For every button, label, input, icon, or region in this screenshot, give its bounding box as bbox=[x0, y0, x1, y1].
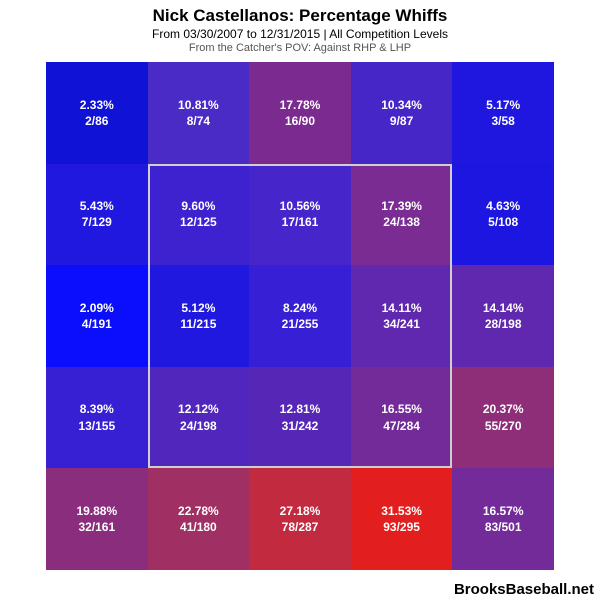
cell-fraction: 17/161 bbox=[282, 214, 319, 230]
cell-fraction: 4/191 bbox=[82, 316, 112, 332]
heatmap-plot-area: 2.33%2/8610.81%8/7417.78%16/9010.34%9/87… bbox=[46, 62, 554, 570]
chart-title: Nick Castellanos: Percentage Whiffs bbox=[0, 6, 600, 26]
cell-fraction: 78/287 bbox=[282, 519, 319, 535]
cell-percentage: 19.88% bbox=[76, 503, 117, 519]
cell-percentage: 12.81% bbox=[280, 401, 321, 417]
cell-fraction: 24/138 bbox=[383, 214, 420, 230]
heatmap-cell: 17.78%16/90 bbox=[249, 62, 351, 164]
cell-fraction: 21/255 bbox=[282, 316, 319, 332]
heatmap-cell: 5.43%7/129 bbox=[46, 164, 148, 266]
heatmap-cell: 2.09%4/191 bbox=[46, 265, 148, 367]
cell-fraction: 5/108 bbox=[488, 214, 518, 230]
cell-fraction: 34/241 bbox=[383, 316, 420, 332]
attribution-label: BrooksBaseball.net bbox=[454, 581, 594, 598]
heatmap-cell: 8.39%13/155 bbox=[46, 367, 148, 469]
cell-fraction: 83/501 bbox=[485, 519, 522, 535]
cell-percentage: 8.24% bbox=[283, 300, 317, 316]
cell-percentage: 14.14% bbox=[483, 300, 524, 316]
cell-percentage: 5.12% bbox=[181, 300, 215, 316]
cell-fraction: 24/198 bbox=[180, 418, 217, 434]
heatmap-cell: 27.18%78/287 bbox=[249, 468, 351, 570]
cell-percentage: 5.17% bbox=[486, 97, 520, 113]
cell-percentage: 9.60% bbox=[181, 198, 215, 214]
cell-percentage: 2.33% bbox=[80, 97, 114, 113]
cell-fraction: 2/86 bbox=[85, 113, 108, 129]
heatmap-cell: 12.81%31/242 bbox=[249, 367, 351, 469]
cell-percentage: 16.57% bbox=[483, 503, 524, 519]
cell-percentage: 22.78% bbox=[178, 503, 219, 519]
cell-percentage: 5.43% bbox=[80, 198, 114, 214]
cell-percentage: 31.53% bbox=[381, 503, 422, 519]
cell-fraction: 55/270 bbox=[485, 418, 522, 434]
cell-fraction: 28/198 bbox=[485, 316, 522, 332]
heatmap-cell: 22.78%41/180 bbox=[148, 468, 250, 570]
cell-percentage: 20.37% bbox=[483, 401, 524, 417]
cell-percentage: 8.39% bbox=[80, 401, 114, 417]
cell-fraction: 32/161 bbox=[78, 519, 115, 535]
cell-percentage: 10.81% bbox=[178, 97, 219, 113]
cell-fraction: 8/74 bbox=[187, 113, 210, 129]
heatmap-cell: 10.81%8/74 bbox=[148, 62, 250, 164]
cell-percentage: 27.18% bbox=[280, 503, 321, 519]
cell-percentage: 4.63% bbox=[486, 198, 520, 214]
cell-fraction: 9/87 bbox=[390, 113, 413, 129]
cell-fraction: 13/155 bbox=[78, 418, 115, 434]
cell-fraction: 41/180 bbox=[180, 519, 217, 535]
heatmap-cell: 5.12%11/215 bbox=[148, 265, 250, 367]
heatmap-cell: 9.60%12/125 bbox=[148, 164, 250, 266]
cell-percentage: 12.12% bbox=[178, 401, 219, 417]
cell-fraction: 7/129 bbox=[82, 214, 112, 230]
cell-fraction: 47/284 bbox=[383, 418, 420, 434]
heatmap-cell: 10.34%9/87 bbox=[351, 62, 453, 164]
cell-percentage: 10.56% bbox=[280, 198, 321, 214]
heatmap-cell: 14.11%34/241 bbox=[351, 265, 453, 367]
cell-fraction: 12/125 bbox=[180, 214, 217, 230]
chart-subtitle: From 03/30/2007 to 12/31/2015 | All Comp… bbox=[0, 27, 600, 41]
cell-percentage: 2.09% bbox=[80, 300, 114, 316]
cell-percentage: 17.39% bbox=[381, 198, 422, 214]
cell-fraction: 93/295 bbox=[383, 519, 420, 535]
chart-header: Nick Castellanos: Percentage Whiffs From… bbox=[0, 0, 600, 54]
heatmap-cell: 17.39%24/138 bbox=[351, 164, 453, 266]
heatmap-cell: 16.57%83/501 bbox=[452, 468, 554, 570]
heatmap-cell: 10.56%17/161 bbox=[249, 164, 351, 266]
heatmap-cell: 5.17%3/58 bbox=[452, 62, 554, 164]
heatmap-cell: 12.12%24/198 bbox=[148, 367, 250, 469]
cell-fraction: 3/58 bbox=[492, 113, 515, 129]
cell-percentage: 17.78% bbox=[280, 97, 321, 113]
cell-percentage: 14.11% bbox=[382, 300, 422, 316]
heatmap-cell: 31.53%93/295 bbox=[351, 468, 453, 570]
chart-pov-note: From the Catcher's POV: Against RHP & LH… bbox=[0, 42, 600, 54]
cell-fraction: 11/215 bbox=[180, 316, 216, 332]
heatmap-grid: 2.33%2/8610.81%8/7417.78%16/9010.34%9/87… bbox=[46, 62, 554, 570]
cell-percentage: 16.55% bbox=[381, 401, 422, 417]
cell-percentage: 10.34% bbox=[381, 97, 422, 113]
heatmap-cell: 4.63%5/108 bbox=[452, 164, 554, 266]
heatmap-cell: 2.33%2/86 bbox=[46, 62, 148, 164]
heatmap-cell: 20.37%55/270 bbox=[452, 367, 554, 469]
heatmap-cell: 14.14%28/198 bbox=[452, 265, 554, 367]
heatmap-cell: 19.88%32/161 bbox=[46, 468, 148, 570]
heatmap-cell: 8.24%21/255 bbox=[249, 265, 351, 367]
heatmap-cell: 16.55%47/284 bbox=[351, 367, 453, 469]
cell-fraction: 31/242 bbox=[282, 418, 319, 434]
cell-fraction: 16/90 bbox=[285, 113, 315, 129]
